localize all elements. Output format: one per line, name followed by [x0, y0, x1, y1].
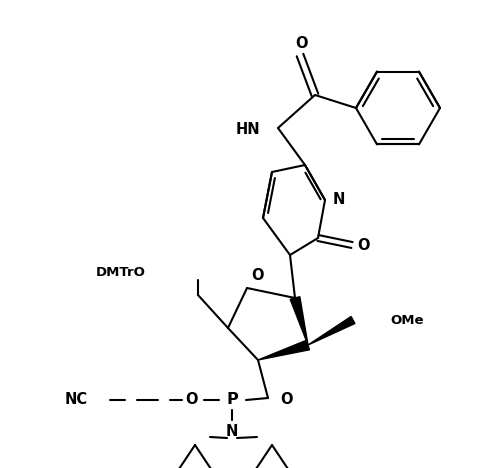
Text: O: O	[251, 269, 263, 284]
Text: P: P	[226, 393, 238, 408]
Text: O: O	[186, 393, 198, 408]
Text: OMe: OMe	[390, 314, 424, 327]
Text: N: N	[226, 424, 238, 439]
Text: O: O	[357, 237, 369, 253]
Text: N: N	[333, 192, 345, 207]
Polygon shape	[308, 316, 355, 345]
Text: NC: NC	[65, 393, 88, 408]
Polygon shape	[290, 297, 308, 345]
Text: DMTrO: DMTrO	[96, 265, 146, 278]
Text: O: O	[280, 393, 292, 408]
Text: HN: HN	[235, 123, 260, 138]
Text: O: O	[296, 36, 308, 51]
Polygon shape	[258, 340, 309, 360]
